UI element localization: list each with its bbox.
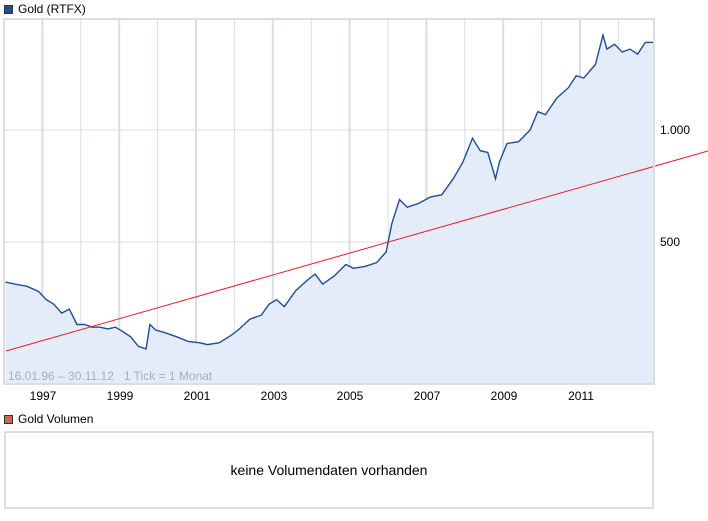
x-tick-1999: 1999 [106,389,134,403]
x-tick-2003: 2003 [260,389,288,403]
chart-frame [3,18,655,385]
y-tick-1000: 1.000 [660,123,691,137]
legend-swatch-volume [4,414,13,424]
x-tick-1997: 1997 [29,389,57,403]
volume-panel: keine Volumendaten vorhanden [4,431,654,509]
trend-line [5,150,708,352]
y-tick-500: 500 [660,235,681,249]
price-chart [3,18,708,385]
x-tick-2005: 2005 [336,389,364,403]
price-area [5,35,654,384]
x-tick-2007: 2007 [413,389,441,403]
date-range-caption: 16.01.96 – 30.11.12 1 Tick = 1 Monat [8,369,213,383]
x-tick-2011: 2011 [568,389,594,403]
legend-swatch-gold [4,4,13,14]
legend-volume: Gold Volumen [4,412,93,426]
legend-label-volume: Gold Volumen [18,412,94,426]
x-tick-2009: 2009 [490,389,518,403]
x-tick-2001: 2001 [183,389,211,403]
legend-label-gold: Gold (RTFX) [18,2,86,16]
no-volume-message: keine Volumendaten vorhanden [230,462,428,478]
price-line [5,32,654,350]
legend-gold: Gold (RTFX) [4,2,86,16]
